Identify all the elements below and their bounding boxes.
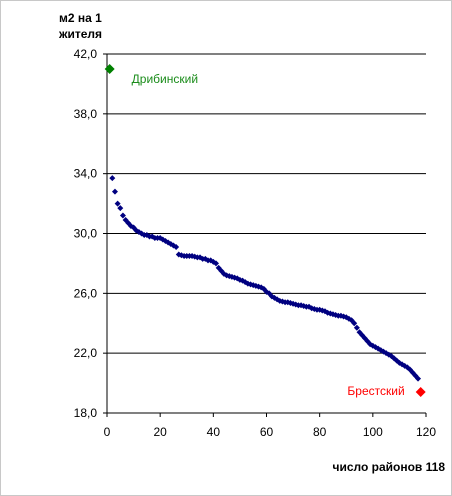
x-tick-label: 100 bbox=[363, 425, 383, 439]
y-tick-label: 26,0 bbox=[74, 286, 98, 300]
highlighted-points: Дрибинский Брестский bbox=[104, 63, 426, 398]
data-points bbox=[109, 175, 422, 382]
y-axis-title-line-1: м2 на 1 bbox=[59, 11, 102, 25]
highlight-point bbox=[104, 63, 115, 74]
data-point bbox=[415, 375, 422, 382]
y-tick-label: 38,0 bbox=[74, 107, 98, 121]
x-tick-label: 20 bbox=[153, 425, 167, 439]
x-tick-label: 120 bbox=[416, 425, 436, 439]
gridlines bbox=[107, 53, 426, 354]
y-tick-label: 22,0 bbox=[74, 346, 98, 360]
data-point bbox=[173, 243, 180, 250]
x-tick-label: 60 bbox=[260, 425, 274, 439]
x-axis-title: число районов 118 bbox=[332, 460, 445, 474]
data-point bbox=[111, 188, 118, 195]
highlight-point bbox=[415, 387, 426, 398]
data-point bbox=[119, 212, 126, 219]
data-point bbox=[351, 320, 358, 327]
axes bbox=[103, 53, 427, 417]
highlight-label: Дрибинский bbox=[132, 72, 198, 86]
data-point bbox=[191, 253, 198, 260]
y-tick-label: 34,0 bbox=[74, 167, 98, 181]
y-tick-label: 42,0 bbox=[74, 47, 98, 61]
highlight-label: Брестский bbox=[347, 384, 404, 398]
data-point bbox=[117, 205, 124, 212]
x-tick-label: 0 bbox=[104, 425, 111, 439]
data-point bbox=[212, 260, 219, 267]
x-tick-label: 40 bbox=[207, 425, 221, 439]
x-tick-labels: 0 20 40 60 80 100 120 bbox=[104, 425, 437, 439]
x-tick-label: 80 bbox=[313, 425, 327, 439]
data-point bbox=[122, 217, 129, 224]
y-tick-label: 18,0 bbox=[74, 406, 98, 420]
data-point bbox=[353, 324, 360, 331]
data-point bbox=[109, 175, 116, 182]
y-tick-label: 30,0 bbox=[74, 227, 98, 241]
data-point bbox=[114, 200, 121, 207]
y-axis-title-line-2: жителя bbox=[58, 27, 102, 41]
data-point bbox=[175, 251, 182, 258]
y-tick-labels: 18,0 22,0 26,0 30,0 34,0 38,0 42,0 bbox=[74, 47, 98, 420]
